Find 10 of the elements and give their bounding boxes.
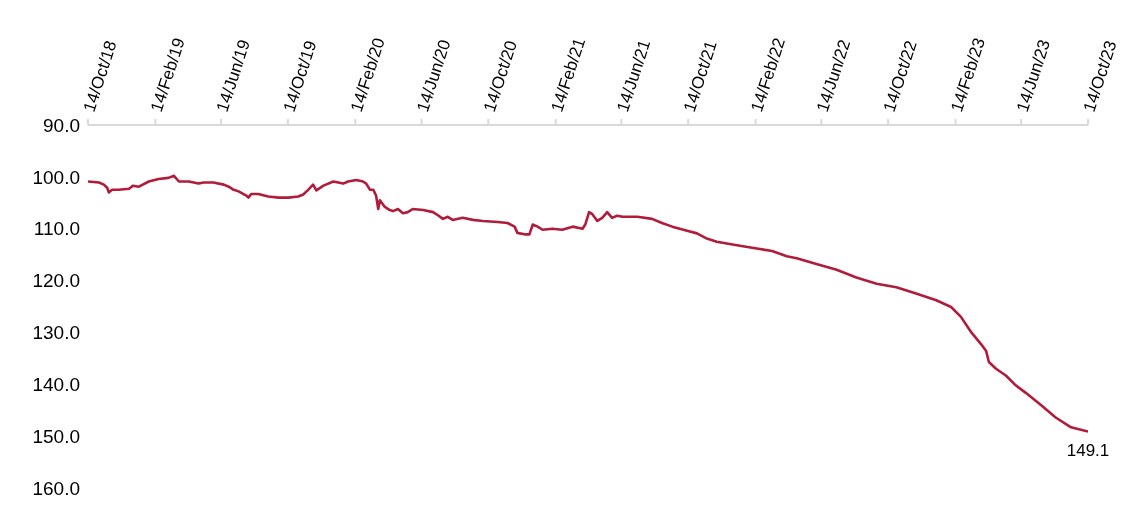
y-tick-label: 110.0 xyxy=(33,218,80,240)
y-tick-label: 100.0 xyxy=(32,166,80,188)
y-tick-label: 150.0 xyxy=(32,425,80,447)
y-tick-label: 90.0 xyxy=(43,114,80,136)
line-series xyxy=(88,174,1088,433)
y-tick-label: 140.0 xyxy=(32,374,80,396)
data-label: 149.1 xyxy=(1066,440,1110,460)
y-tick-label: 130.0 xyxy=(32,322,80,344)
y-tick-label: 160.0 xyxy=(32,477,80,499)
y-tick-label: 120.0 xyxy=(32,270,80,292)
